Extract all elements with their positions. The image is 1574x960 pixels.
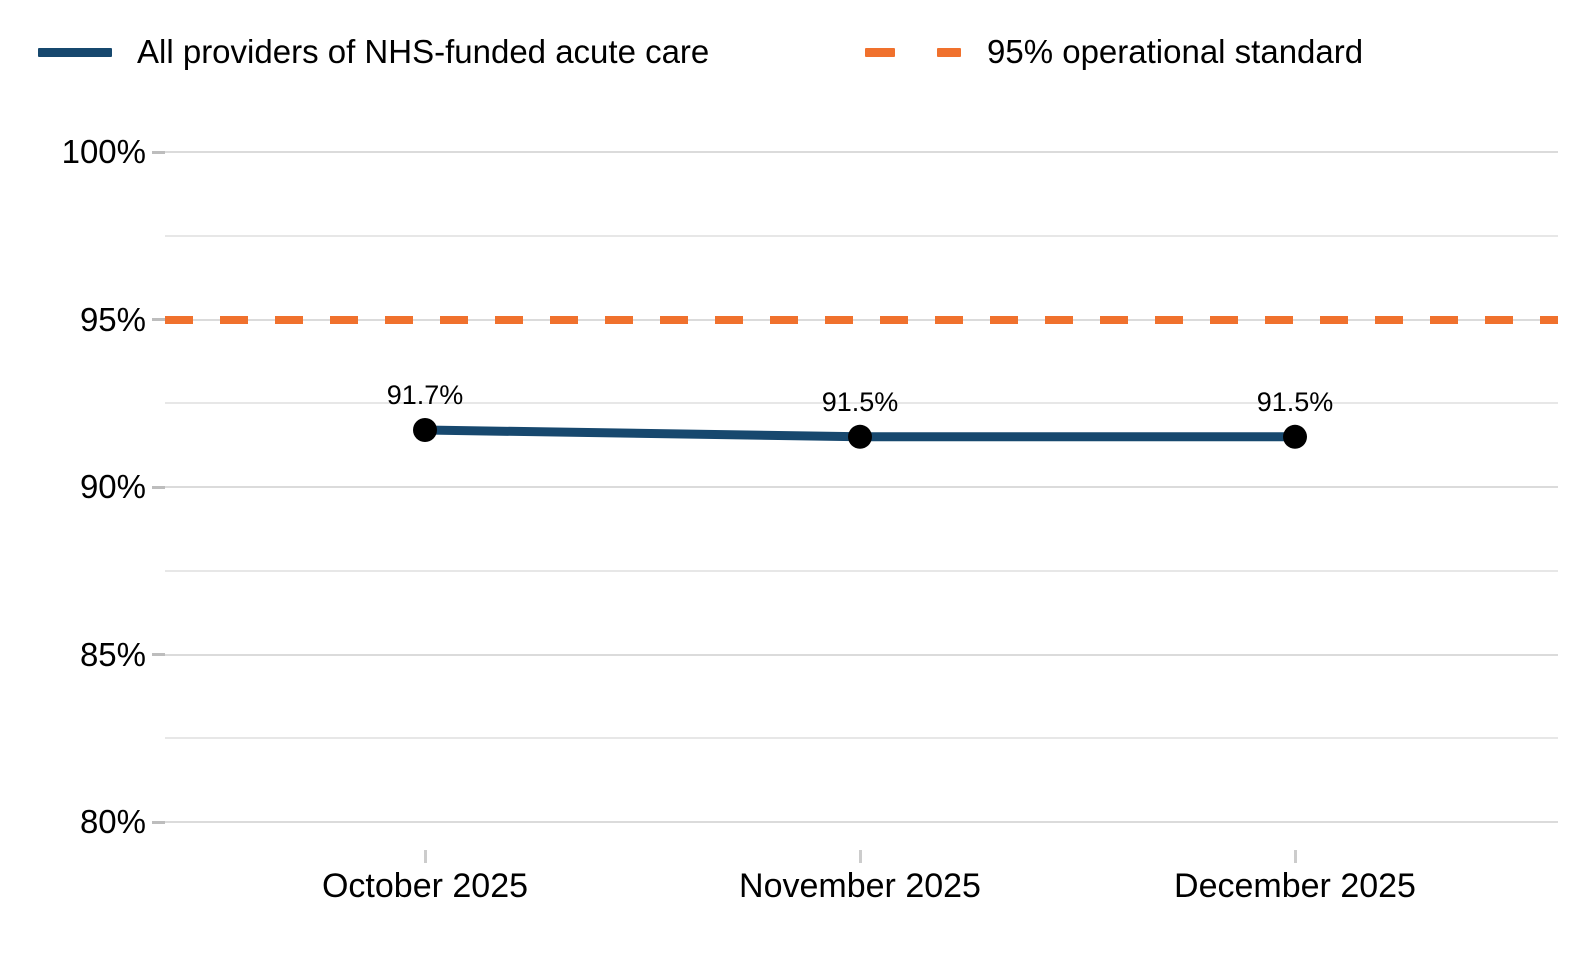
- y-axis-tick: [152, 485, 165, 489]
- legend-item-series: All providers of NHS-funded acute care: [38, 30, 709, 74]
- minor-gridline: [165, 737, 1558, 740]
- y-axis-label: 85%: [79, 635, 146, 673]
- major-gridline: [165, 486, 1558, 488]
- x-axis-label: December 2025: [1174, 867, 1416, 905]
- x-axis-tick: [1293, 850, 1297, 863]
- major-gridline: [165, 151, 1558, 153]
- y-axis-label: 100%: [61, 133, 146, 170]
- y-axis-label: 80%: [79, 803, 146, 840]
- x-axis-label: November 2025: [739, 867, 981, 905]
- data-point-marker: [413, 418, 437, 442]
- legend-label-standard: 95% operational standard: [987, 33, 1364, 70]
- x-axis-label: October 2025: [321, 867, 529, 905]
- major-gridline: [165, 653, 1558, 656]
- data-point-label: 91.5%: [821, 386, 899, 417]
- minor-gridline: [165, 402, 1558, 405]
- series-line-swatch-icon: [38, 47, 112, 57]
- operational-standard-line: [165, 315, 1558, 324]
- legend-item-standard: 95% operational standard: [865, 30, 1363, 74]
- minor-gridline: [165, 569, 1558, 572]
- x-axis-tick: [423, 850, 427, 863]
- y-axis-tick: [152, 318, 165, 321]
- y-axis-label: 95%: [79, 300, 146, 338]
- x-axis-tick: [858, 850, 862, 863]
- legend-label-series: All providers of NHS-funded acute care: [137, 33, 710, 70]
- minor-gridline: [165, 234, 1558, 237]
- data-point-label: 91.5%: [1256, 386, 1334, 417]
- data-point-marker: [848, 424, 872, 449]
- y-axis-tick: [152, 820, 165, 824]
- major-gridline: [165, 821, 1558, 823]
- data-point-marker: [1283, 424, 1307, 449]
- y-axis-tick: [152, 653, 165, 656]
- y-axis-tick: [152, 150, 165, 154]
- y-axis-label: 90%: [79, 468, 146, 505]
- standard-dash-swatch-icon: [865, 47, 962, 57]
- data-point-label: 91.7%: [386, 380, 464, 411]
